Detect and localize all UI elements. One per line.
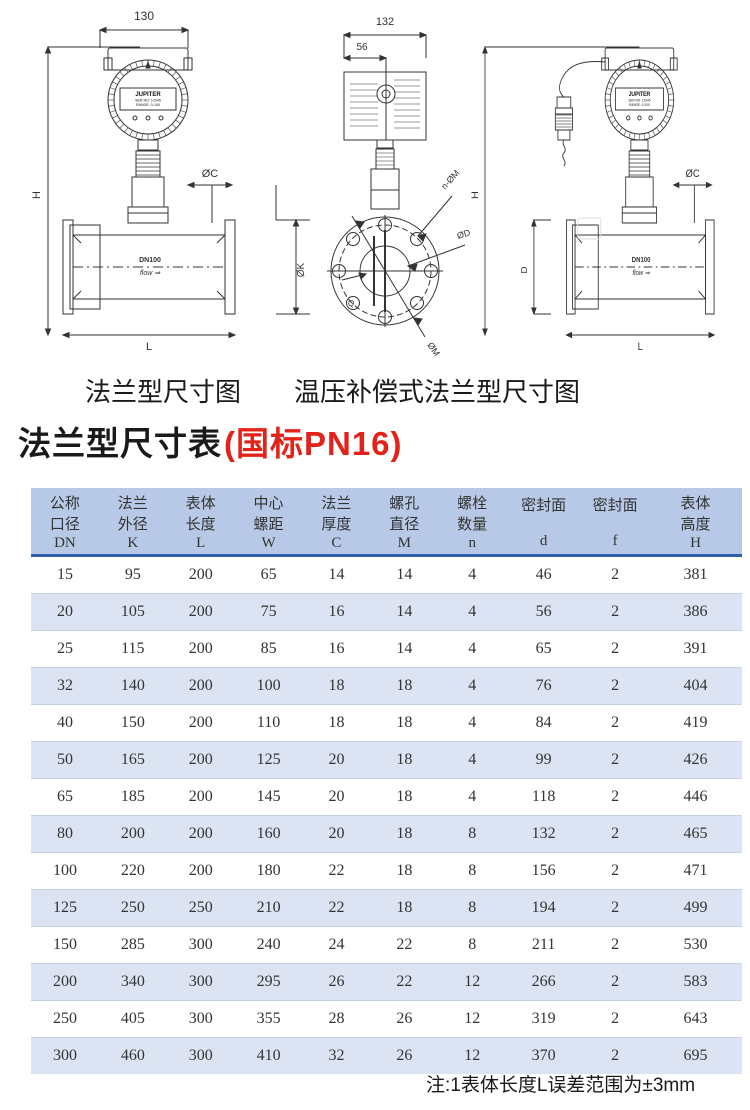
svg-text:ØD: ØD [456,227,472,241]
svg-text:132: 132 [376,16,394,28]
svg-text:SER NO: 12345: SER NO: 12345 [135,99,161,103]
svg-text:DN100: DN100 [139,257,161,264]
svg-text:JUPITER: JUPITER [135,92,161,98]
svg-text:n-ØM: n-ØM [439,168,461,191]
svg-text:H: H [471,191,481,199]
svg-text:ØC: ØC [202,168,219,180]
svg-text:L: L [638,341,644,353]
svg-text:56: 56 [356,42,368,53]
svg-text:ØC: ØC [686,168,700,180]
svg-text:D: D [520,266,529,274]
svg-text:flow ⇒: flow ⇒ [140,270,161,277]
svg-text:L: L [146,341,152,353]
svg-text:flow ⇒: flow ⇒ [632,270,650,278]
svg-text:ØK: ØK [296,262,307,277]
svg-text:H: H [31,191,43,199]
svg-text:130: 130 [134,9,154,23]
svg-text:DN100: DN100 [632,257,651,265]
svg-text:RANGE: 0-100: RANGE: 0-100 [629,103,650,107]
svg-text:Q: Q [348,299,354,308]
svg-text:RANGE: 0-100: RANGE: 0-100 [136,103,160,107]
svg-text:JUPITER: JUPITER [629,92,651,98]
svg-text:ØM: ØM [425,340,442,358]
